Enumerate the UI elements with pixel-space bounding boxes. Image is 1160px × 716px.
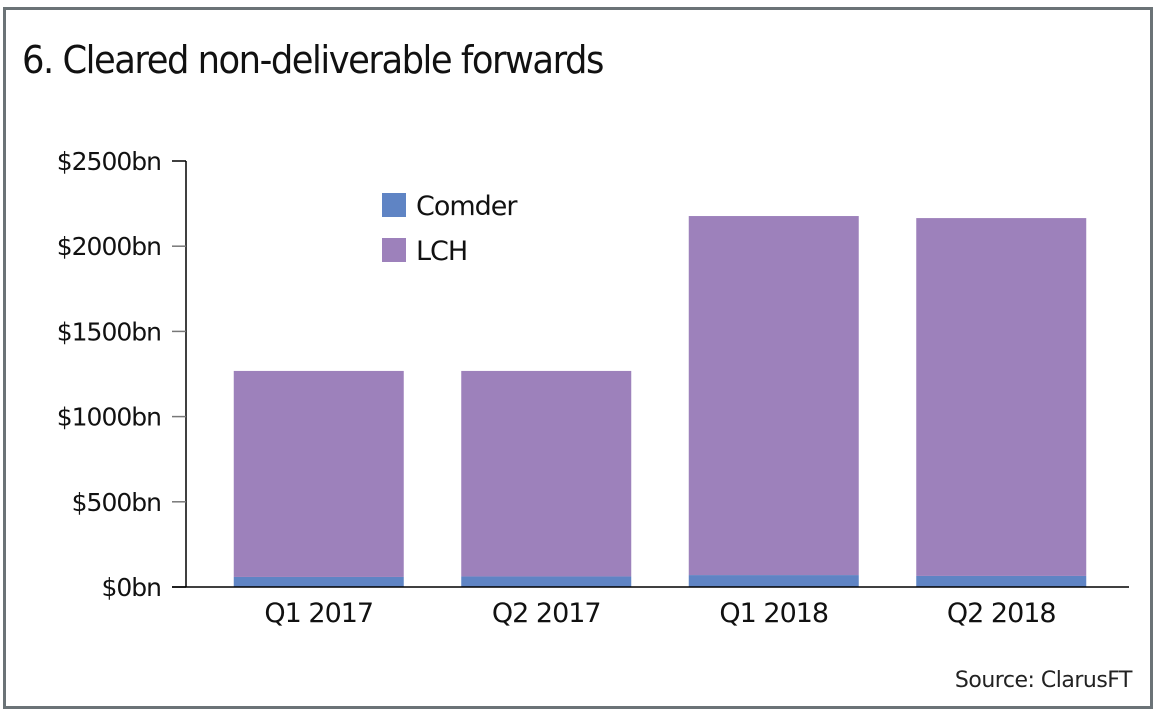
bar-comder-q1-2017 (233, 576, 404, 587)
x-tick-label: Q1 2018 (719, 598, 828, 629)
x-tick-label: Q2 2017 (492, 598, 601, 629)
y-tick-label: $2500bn (57, 147, 161, 176)
bar-comder-q2-2017 (461, 576, 632, 587)
bar-group-q1-2017 (233, 370, 404, 587)
legend-label-lch: LCH (416, 236, 467, 267)
y-tick-label: $500bn (72, 488, 161, 517)
bar-lch-q2-2017 (461, 370, 632, 577)
legend-label-comder: Comder (416, 191, 518, 222)
source-note: Source: ClarusFT (954, 668, 1133, 693)
y-axis: $0bn $500bn $1000bn $1500bn $2000bn $2500bn (57, 147, 187, 602)
bar-group-q1-2018 (688, 216, 859, 587)
y-tick-label: $1000bn (57, 403, 161, 432)
legend-swatch-comder (382, 193, 406, 217)
x-tick-label: Q2 2018 (947, 598, 1056, 629)
bar-comder-q1-2018 (688, 575, 859, 587)
bars (233, 216, 1087, 587)
legend: Comder LCH (382, 191, 519, 267)
bar-group-q2-2018 (916, 218, 1087, 587)
y-tick-label: $0bn (101, 573, 161, 602)
x-tick-label: Q1 2017 (264, 598, 373, 629)
bar-comder-q2-2018 (916, 575, 1087, 587)
y-tick-label: $1500bn (57, 317, 161, 346)
bar-lch-q1-2018 (688, 216, 859, 576)
x-axis: Q1 2017 Q2 2017 Q1 2018 Q2 2018 (172, 586, 1129, 629)
bar-lch-q1-2017 (233, 370, 404, 577)
bar-lch-q2-2018 (916, 218, 1087, 576)
bar-group-q2-2017 (461, 370, 632, 587)
chart-title: 6. Cleared non-deliverable forwards (22, 38, 604, 82)
y-tick-label: $2000bn (57, 232, 161, 261)
legend-swatch-lch (382, 238, 406, 262)
